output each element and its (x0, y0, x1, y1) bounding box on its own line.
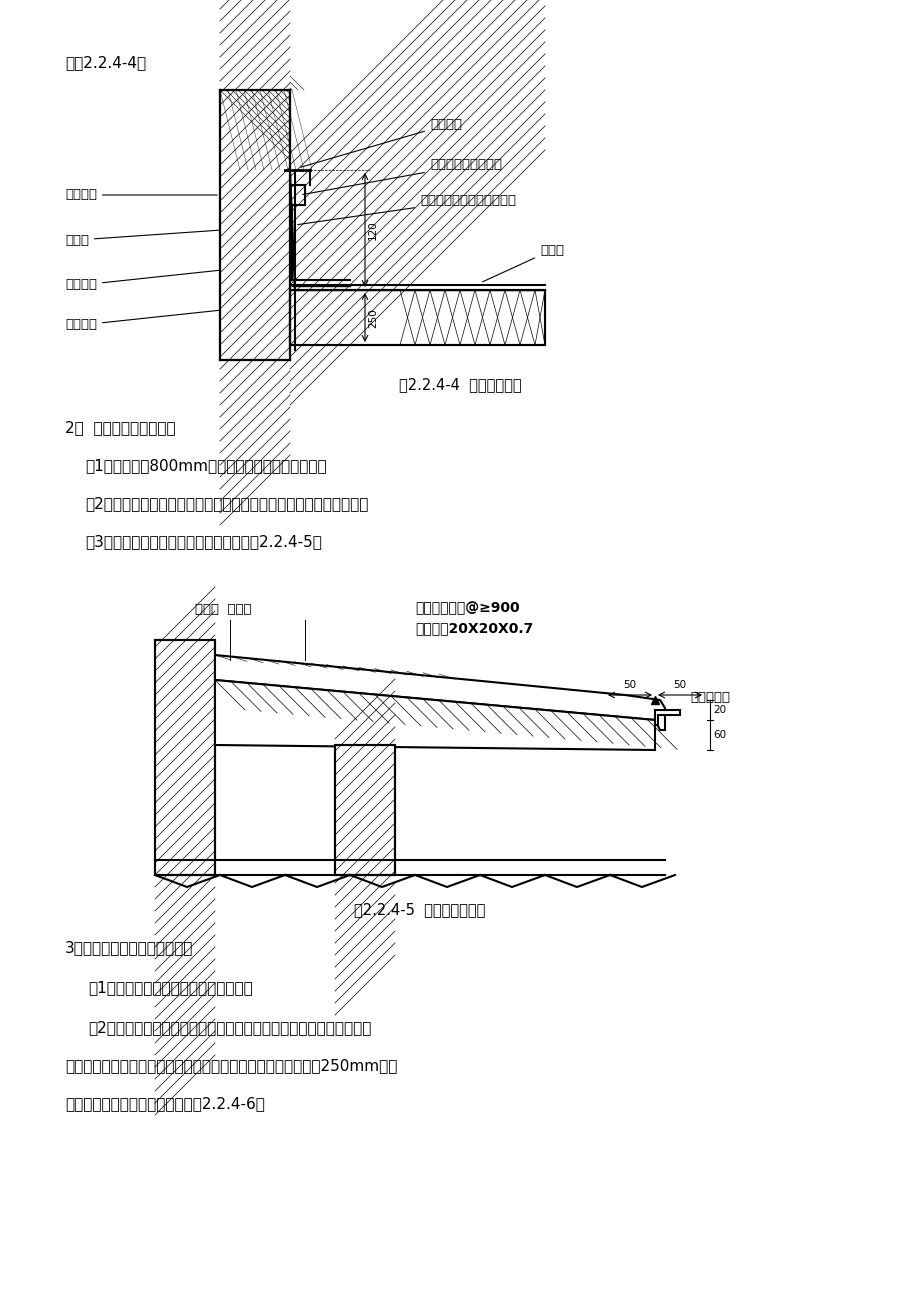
Text: 槽上部的墙体应做防水处理。见图2.2.4-6。: 槽上部的墙体应做防水处理。见图2.2.4-6。 (65, 1096, 265, 1111)
Text: （2）砖墙上的卷材收头可直接铺压在女儿墙压顶下，压顶应做防水处: （2）砖墙上的卷材收头可直接铺压在女儿墙压顶下，压顶应做防水处 (88, 1019, 371, 1035)
Bar (154, 641, 215, 875)
Text: 图2.2.4-4  高低跨变形缝: 图2.2.4-4 高低跨变形缝 (398, 378, 521, 392)
Text: 保温层  防水层: 保温层 防水层 (195, 604, 251, 617)
Text: （3）檐口下端应抹出鹰嘴和滴水槽。见图2.2.4-5。: （3）檐口下端应抹出鹰嘴和滴水槽。见图2.2.4-5。 (85, 534, 322, 549)
Polygon shape (654, 710, 679, 725)
Text: 镀锌垫片20X20X0.7: 镀锌垫片20X20X0.7 (414, 621, 533, 635)
Text: 卷材封盖: 卷材封盖 (65, 271, 219, 292)
Text: 50: 50 (623, 680, 636, 690)
Text: 250: 250 (368, 309, 378, 328)
Text: 金属板材或合成高分子卷材: 金属板材或合成高分子卷材 (298, 194, 516, 225)
Text: 金属压条水泥钉固定: 金属压条水泥钉固定 (302, 159, 502, 194)
Text: 水泥钉或射钉@≥900: 水泥钉或射钉@≥900 (414, 602, 519, 615)
Text: 3）女儿墙泛水的防水构造做法: 3）女儿墙泛水的防水构造做法 (65, 940, 193, 954)
Text: 2）  檐口的防水构造做法: 2） 檐口的防水构造做法 (65, 421, 176, 435)
Text: （1）铺贴泛水处的卷材应采取满粘法。: （1）铺贴泛水处的卷材应采取满粘法。 (88, 980, 253, 995)
Text: 理；也可压入砖墙凹槽内固定密封，凹槽距屋面找平层不应小于250mm，凹: 理；也可压入砖墙凹槽内固定密封，凹槽距屋面找平层不应小于250mm，凹 (65, 1059, 397, 1073)
Text: 密封膏封严: 密封膏封严 (689, 691, 729, 704)
Bar (220, 90, 289, 359)
Bar (154, 641, 215, 875)
Text: 20: 20 (712, 704, 725, 715)
Text: 水泥钉: 水泥钉 (65, 230, 219, 246)
Text: 120: 120 (368, 220, 378, 240)
Text: 60: 60 (712, 730, 725, 740)
Text: 见图2.2.4-4。: 见图2.2.4-4。 (65, 55, 146, 70)
Bar (289, 290, 544, 345)
Bar (335, 745, 394, 875)
Text: 密封材料: 密封材料 (301, 118, 461, 167)
Text: （2）卷材收头应压入凹槽，采用金属压条钉压，并用密封材料封口。: （2）卷材收头应压入凹槽，采用金属压条钉压，并用密封材料封口。 (85, 496, 368, 510)
Bar (289, 290, 544, 345)
Bar (335, 745, 394, 875)
Text: 泡沫塑料: 泡沫塑料 (65, 310, 219, 332)
Text: （1）铺贴檐口800mm范围内的卷材应采取满粘法。: （1）铺贴檐口800mm范围内的卷材应采取满粘法。 (85, 458, 326, 473)
Text: 图2.2.4-5  无组织排水檐口: 图2.2.4-5 无组织排水檐口 (354, 902, 485, 918)
Text: 防水层: 防水层 (482, 243, 563, 281)
Polygon shape (215, 680, 654, 750)
Text: 50: 50 (673, 680, 686, 690)
Polygon shape (215, 655, 664, 730)
Text: 密封材料: 密封材料 (65, 189, 217, 202)
